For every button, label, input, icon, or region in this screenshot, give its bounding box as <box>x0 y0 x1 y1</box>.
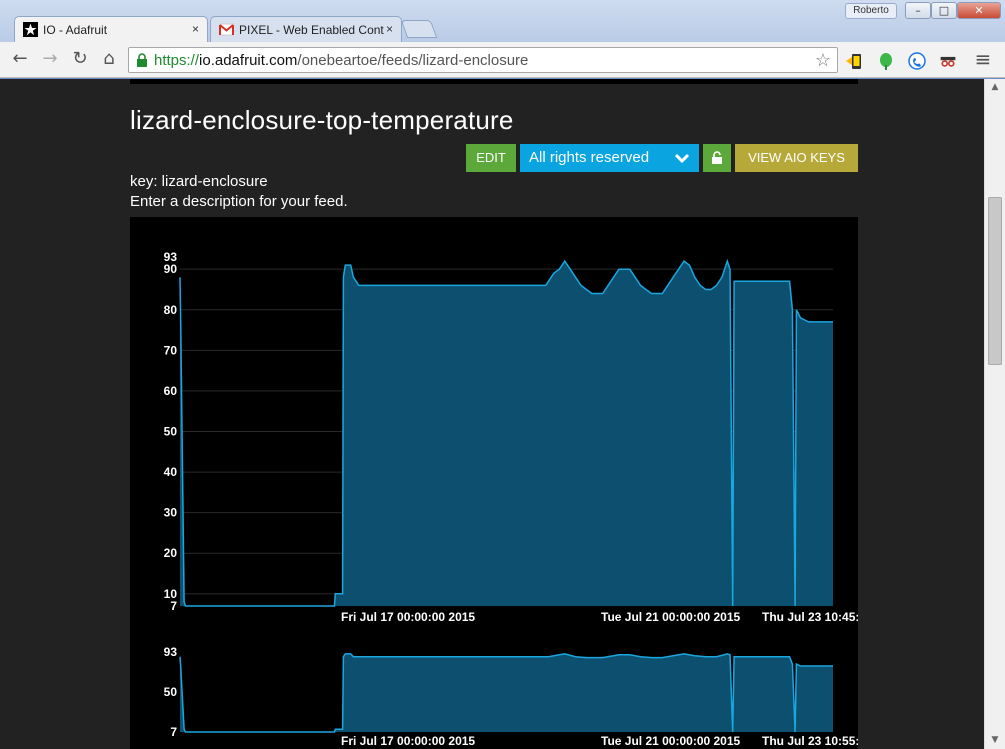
scroll-thumb[interactable] <box>988 197 1002 365</box>
title-bar: IO - Adafruit × PIXEL - Web Enabled Cont… <box>0 0 1005 42</box>
privacy-lock-button[interactable] <box>703 144 731 172</box>
home-icon[interactable]: ⌂ <box>103 48 115 69</box>
page-content: lizard-enclosure-top-temperature EDIT Al… <box>0 79 984 749</box>
x-tick-label: Tue Jul 21 00:00:00 2015 <box>601 610 741 624</box>
tab-io-adafruit[interactable]: IO - Adafruit × <box>14 16 208 42</box>
chart-container: 7 10 20 30 40 50 60 70 80 90 93 Fri Jul 17 00:00:00… <box>130 217 858 749</box>
y-tick-label: 60 <box>164 384 178 398</box>
hangouts-icon[interactable] <box>908 52 926 70</box>
y-tick-label: 93 <box>164 250 178 264</box>
y-tick-label: 20 <box>164 546 178 560</box>
close-window-button[interactable]: ✕ <box>957 2 1001 19</box>
incognito-mask-icon[interactable] <box>939 52 957 70</box>
browser-toolbar: ← → ↻ ⌂ https://io.adafruit.com/onebeart… <box>0 42 1005 78</box>
series-area <box>180 653 833 732</box>
url-scheme: https:// <box>154 52 200 69</box>
y-tick-label: 7 <box>170 725 177 739</box>
url-path: /onebeartoe/feeds/lizard-enclosure <box>297 52 529 69</box>
profile-badge[interactable]: Roberto <box>845 3 897 19</box>
x-tick-label: Thu Jul 23 10:55: <box>762 734 858 748</box>
y-tick-label: 90 <box>164 262 178 276</box>
series-line <box>179 653 833 733</box>
minimize-button[interactable]: – <box>905 2 931 19</box>
x-tick-label: Fri Jul 17 00:00:00 2015 <box>341 734 475 748</box>
tab-pixel[interactable]: PIXEL - Web Enabled Cont × <box>210 16 402 42</box>
y-tick-label: 40 <box>164 465 178 479</box>
new-tab-button[interactable] <box>400 20 438 38</box>
reload-icon[interactable]: ↻ <box>72 48 88 69</box>
edit-button[interactable]: EDIT <box>466 144 516 172</box>
tab-title: IO - Adafruit <box>43 23 108 37</box>
feed-description: Enter a description for your feed. <box>130 193 348 210</box>
scroll-down-arrow-icon[interactable]: ▼ <box>991 735 999 745</box>
extension-phone-icon[interactable] <box>846 52 864 70</box>
y-tick-label: 50 <box>164 685 178 699</box>
x-tick-label: Thu Jul 23 10:45: <box>762 610 858 624</box>
y-tick-label: 30 <box>164 506 178 520</box>
unlock-icon <box>712 151 722 164</box>
tab-title: PIXEL - Web Enabled Cont <box>239 23 384 37</box>
y-tick-label: 50 <box>164 425 178 439</box>
header-strip <box>130 79 858 84</box>
y-tick-label: 10 <box>164 587 178 601</box>
lock-icon <box>137 53 147 67</box>
address-bar[interactable]: https://io.adafruit.com/onebeartoe/feeds… <box>128 47 838 73</box>
series-line <box>179 258 833 607</box>
gmail-icon <box>219 23 234 36</box>
tab-close-icon[interactable]: × <box>191 22 199 36</box>
view-aio-keys-button[interactable]: VIEW AIO KEYS <box>735 144 858 172</box>
y-tick-label: 70 <box>164 343 178 357</box>
chevron-down-icon <box>675 153 689 163</box>
series-area <box>180 261 833 606</box>
url-host: io.adafruit.com <box>199 52 298 69</box>
rights-dropdown[interactable]: All rights reserved <box>520 144 699 172</box>
evernote-icon[interactable] <box>877 52 895 70</box>
forward-icon[interactable]: → <box>42 48 58 69</box>
maximize-button[interactable]: □ <box>931 2 957 19</box>
feed-key: key: lizard-enclosure <box>130 173 268 190</box>
back-icon[interactable]: ← <box>12 48 28 69</box>
vertical-scrollbar[interactable]: ▲ ▼ <box>984 79 1005 749</box>
menu-icon[interactable]: ≡ <box>974 47 992 71</box>
y-tick-label: 93 <box>164 645 178 659</box>
scroll-up-arrow-icon[interactable]: ▲ <box>991 82 999 92</box>
feed-title: lizard-enclosure-top-temperature <box>130 105 514 135</box>
tab-close-icon[interactable]: × <box>385 22 393 36</box>
overview-chart[interactable]: 7 50 93 Fri Jul 17 00:00:00 2015 Tue Jul 21 … <box>130 629 858 749</box>
x-tick-label: Fri Jul 17 00:00:00 2015 <box>341 610 475 624</box>
rights-label: All rights reserved <box>529 149 650 166</box>
y-tick-label: 80 <box>164 303 178 317</box>
y-tick-label: 7 <box>170 599 177 613</box>
adafruit-logo-icon <box>23 22 38 37</box>
x-tick-label: Tue Jul 21 00:00:00 2015 <box>601 734 741 748</box>
bookmark-star-icon[interactable]: ☆ <box>814 50 831 70</box>
